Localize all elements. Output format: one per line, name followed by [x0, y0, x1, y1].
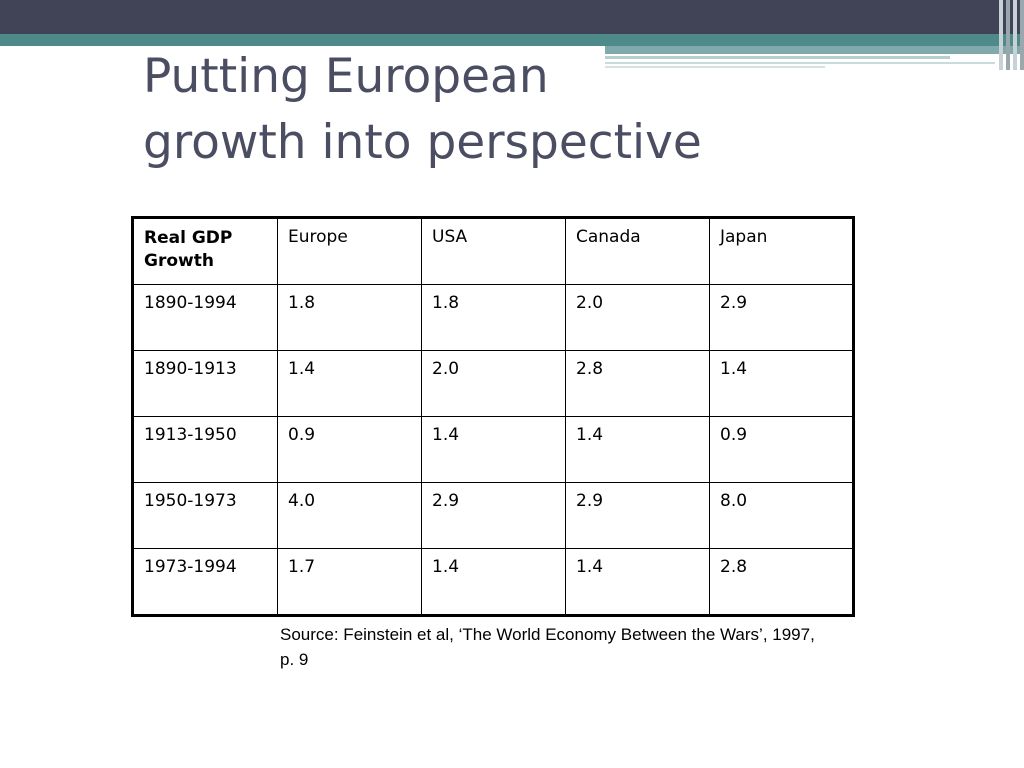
row-period: 1950-1973: [132, 482, 278, 549]
header-band-teal-accent: [605, 46, 1024, 54]
cell-value: 1.4: [421, 548, 566, 616]
table-row: 1950-1973 4.0 2.9 2.9 8.0: [132, 482, 854, 549]
table-row: 1890-1994 1.8 1.8 2.0 2.9: [132, 284, 854, 351]
cell-value: 1.4: [565, 548, 710, 616]
cell-value: 2.0: [421, 350, 566, 417]
cell-value: 0.9: [709, 416, 854, 483]
row-period: 1973-1994: [132, 548, 278, 616]
cell-value: 1.4: [709, 350, 854, 417]
decorative-bar: [999, 0, 1003, 70]
decorative-bar: [1020, 0, 1024, 70]
column-header-japan: Japan: [709, 217, 854, 285]
header-accent-line: [605, 56, 950, 59]
column-header-europe: Europe: [277, 217, 422, 285]
cell-value: 2.8: [709, 548, 854, 616]
row-period: 1890-1994: [132, 284, 278, 351]
table-row: 1890-1913 1.4 2.0 2.8 1.4: [132, 350, 854, 417]
table-corner-header: Real GDP Growth: [132, 217, 278, 285]
column-header-usa: USA: [421, 217, 566, 285]
cell-value: 2.9: [709, 284, 854, 351]
header-accent-line: [605, 62, 995, 64]
cell-value: 2.9: [565, 482, 710, 549]
header-band-teal: [0, 34, 1024, 46]
cell-value: 0.9: [277, 416, 422, 483]
table-header-row: Real GDP Growth Europe USA Canada Japan: [132, 217, 854, 285]
cell-value: 8.0: [709, 482, 854, 549]
row-period: 1890-1913: [132, 350, 278, 417]
cell-value: 1.8: [421, 284, 566, 351]
table-row: 1913-1950 0.9 1.4 1.4 0.9: [132, 416, 854, 483]
cell-value: 1.4: [565, 416, 710, 483]
header-accent-line: [605, 66, 825, 68]
cell-value: 1.8: [277, 284, 422, 351]
cell-value: 2.0: [565, 284, 710, 351]
slide-title: Putting European growth into perspective: [143, 44, 702, 176]
cell-value: 2.9: [421, 482, 566, 549]
slide-title-line: Putting European: [143, 49, 549, 104]
cell-value: 1.4: [277, 350, 422, 417]
table-row: 1973-1994 1.7 1.4 1.4 2.8: [132, 548, 854, 616]
slide-title-line: growth into perspective: [143, 115, 702, 170]
cell-value: 1.4: [421, 416, 566, 483]
header-band-dark: [0, 0, 1024, 34]
cell-value: 4.0: [277, 482, 422, 549]
source-citation: Source: Feinstein et al, ‘The World Econ…: [280, 625, 815, 669]
cell-value: 2.8: [565, 350, 710, 417]
cell-value: 1.7: [277, 548, 422, 616]
column-header-canada: Canada: [565, 217, 710, 285]
row-period: 1913-1950: [132, 416, 278, 483]
header-decorative-bars: [990, 0, 1024, 70]
decorative-bar: [1006, 0, 1010, 70]
decorative-bar: [1013, 0, 1017, 70]
gdp-growth-table: Real GDP Growth Europe USA Canada Japan …: [131, 216, 855, 617]
